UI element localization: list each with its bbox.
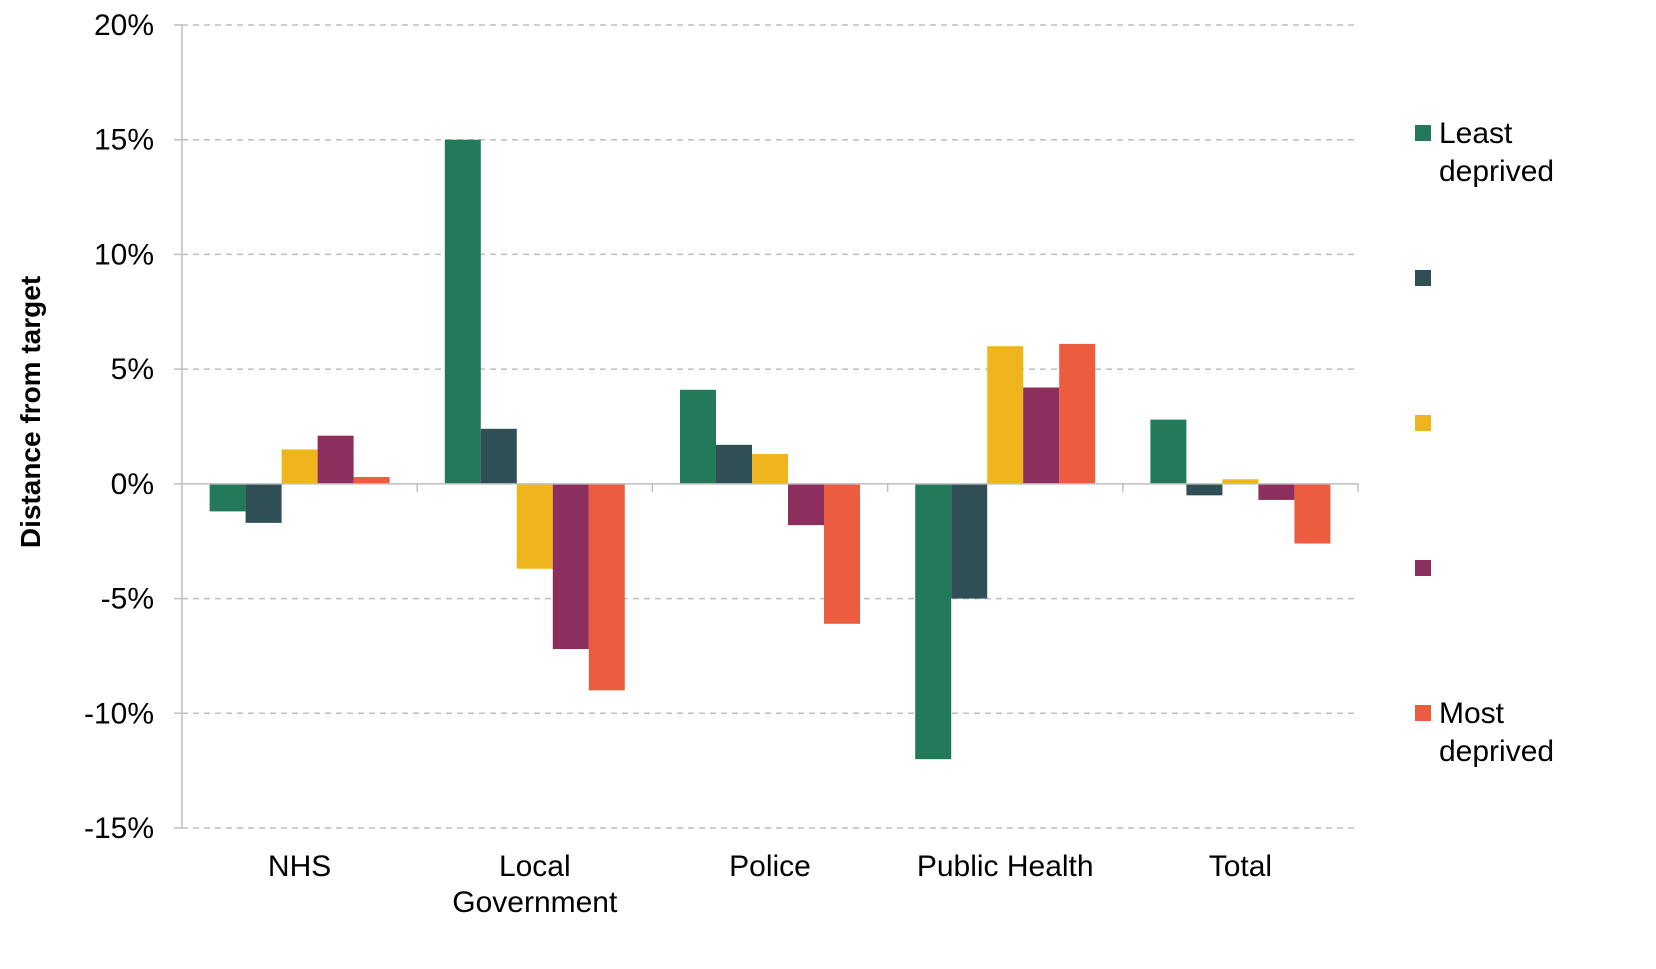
bar bbox=[1059, 343, 1096, 484]
bar bbox=[1186, 483, 1223, 496]
bar bbox=[1258, 483, 1295, 500]
y-tick-label: -15% bbox=[84, 812, 154, 845]
legend: Least deprived Most deprived bbox=[1415, 117, 1554, 768]
bar bbox=[680, 389, 716, 484]
bar bbox=[317, 435, 354, 484]
bar bbox=[1150, 419, 1187, 484]
bar bbox=[752, 454, 788, 484]
y-tick-label: 20% bbox=[94, 9, 154, 42]
bar bbox=[915, 483, 952, 760]
category-label: Local Government bbox=[452, 850, 618, 919]
bar bbox=[444, 139, 481, 484]
category-label: Total bbox=[1209, 850, 1272, 883]
bar bbox=[480, 428, 517, 484]
bar bbox=[209, 483, 246, 512]
category-label: Police bbox=[729, 850, 811, 883]
y-tick-label: 0% bbox=[111, 468, 154, 501]
gridlines bbox=[182, 24, 1358, 829]
legend-swatch bbox=[1415, 560, 1431, 576]
y-tick-label: 15% bbox=[94, 124, 154, 157]
legend-swatch bbox=[1415, 125, 1431, 141]
y-tick-label: 10% bbox=[94, 238, 154, 271]
y-axis-title: Distance from target bbox=[15, 276, 46, 548]
bar bbox=[245, 483, 282, 523]
y-tick-label: -10% bbox=[84, 697, 154, 730]
y-tick-label: -5% bbox=[101, 583, 154, 616]
bar bbox=[716, 444, 752, 484]
y-tick-labels: 20% 15% 10% 5% 0% -5% -10% -15% bbox=[84, 9, 154, 845]
bar bbox=[1294, 483, 1331, 544]
bar bbox=[588, 483, 625, 691]
bar bbox=[987, 346, 1024, 484]
bar bbox=[281, 449, 318, 484]
bars bbox=[209, 139, 1331, 760]
bar bbox=[788, 483, 824, 526]
bar bbox=[1023, 387, 1060, 484]
bar bbox=[552, 483, 589, 650]
legend-swatch bbox=[1415, 705, 1431, 721]
bar bbox=[353, 476, 390, 484]
bar bbox=[1222, 479, 1259, 484]
legend-swatch bbox=[1415, 415, 1431, 431]
bar bbox=[516, 483, 553, 569]
category-label: NHS bbox=[268, 850, 331, 883]
legend-swatch bbox=[1415, 270, 1431, 286]
axes bbox=[174, 24, 1359, 829]
bar bbox=[824, 483, 860, 624]
category-labels: NHS Local Government Police Public Health Tot… bbox=[268, 850, 1272, 919]
legend-label: Most deprived bbox=[1439, 697, 1554, 768]
category-label: Public Health bbox=[917, 850, 1094, 883]
bar bbox=[951, 483, 988, 599]
legend-label: Least deprived bbox=[1439, 117, 1554, 188]
y-tick-label: 5% bbox=[111, 353, 154, 386]
